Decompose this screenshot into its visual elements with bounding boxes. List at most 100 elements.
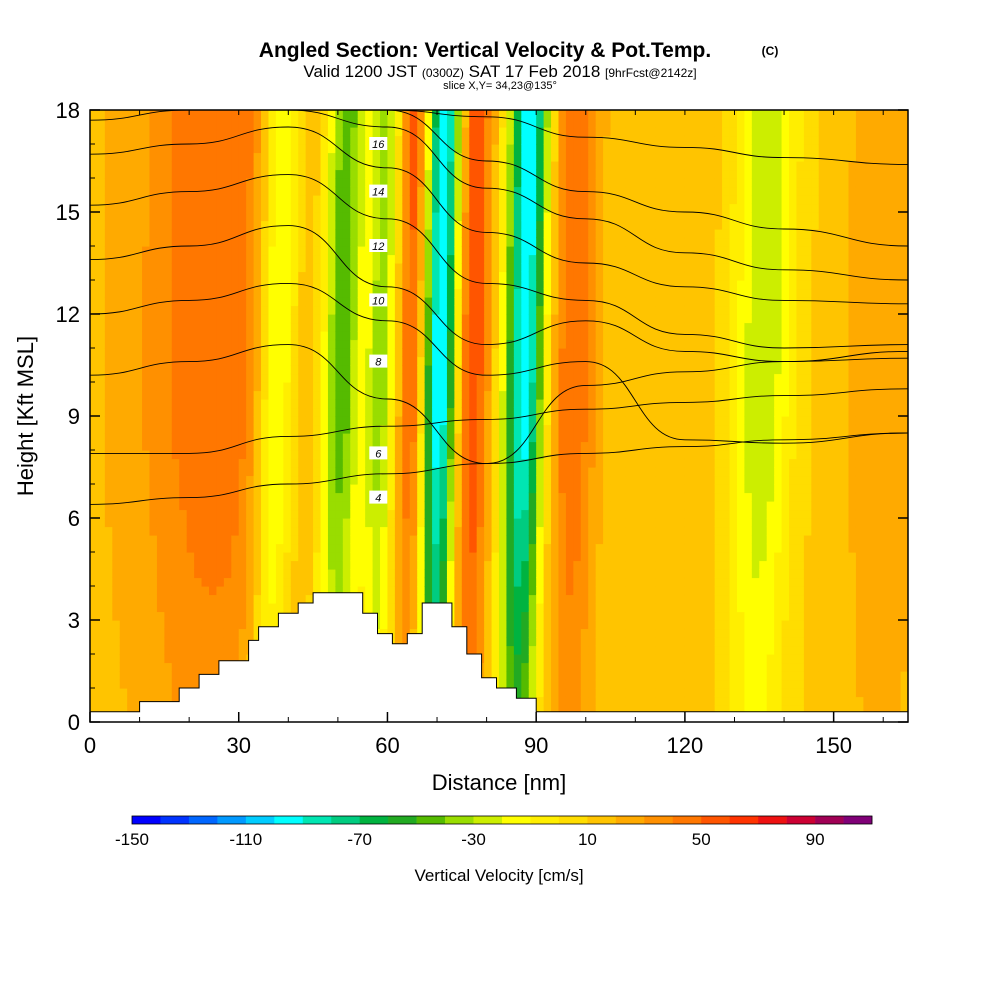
- velocity-cell: [551, 424, 560, 434]
- velocity-cell: [253, 135, 262, 145]
- velocity-cell: [327, 492, 336, 502]
- velocity-cell: [387, 297, 396, 307]
- velocity-cell: [499, 127, 508, 137]
- velocity-cell: [439, 501, 448, 511]
- velocity-cell: [127, 679, 136, 689]
- velocity-cell: [439, 467, 448, 477]
- velocity-cell: [595, 254, 604, 264]
- velocity-cell: [327, 288, 336, 298]
- velocity-cell: [268, 526, 277, 536]
- velocity-cell: [513, 416, 522, 426]
- velocity-cell: [238, 492, 247, 502]
- velocity-cell: [417, 458, 426, 468]
- velocity-cell: [238, 569, 247, 579]
- velocity-cell: [246, 586, 255, 596]
- velocity-cell: [90, 169, 99, 179]
- velocity-cell: [469, 229, 478, 239]
- velocity-cell: [573, 356, 582, 366]
- velocity-cell: [216, 407, 225, 417]
- velocity-cell: [446, 348, 455, 358]
- velocity-cell: [261, 161, 270, 171]
- velocity-cell: [290, 135, 299, 145]
- velocity-cell: [506, 203, 515, 213]
- velocity-cell: [499, 492, 508, 502]
- velocity-cell: [97, 186, 106, 196]
- velocity-cell: [327, 220, 336, 230]
- velocity-cell: [521, 611, 530, 621]
- velocity-cell: [543, 254, 552, 264]
- velocity-cell: [499, 314, 508, 324]
- velocity-cell: [394, 288, 403, 298]
- velocity-cell: [231, 127, 240, 137]
- velocity-cell: [409, 297, 418, 307]
- velocity-cell: [454, 407, 463, 417]
- velocity-cell: [499, 450, 508, 460]
- velocity-cell: [513, 407, 522, 417]
- velocity-cell: [90, 628, 99, 638]
- velocity-cell: [499, 645, 508, 655]
- velocity-cell: [506, 331, 515, 341]
- velocity-cell: [372, 407, 381, 417]
- velocity-cell: [484, 458, 493, 468]
- velocity-cell: [595, 475, 604, 485]
- velocity-cell: [491, 373, 500, 383]
- velocity-cell: [521, 662, 530, 672]
- velocity-cell: [305, 169, 314, 179]
- velocity-cell: [201, 416, 210, 426]
- velocity-cell: [186, 433, 195, 443]
- velocity-cell: [558, 416, 567, 426]
- velocity-cell: [156, 450, 165, 460]
- velocity-cell: [327, 152, 336, 162]
- velocity-cell: [491, 509, 500, 519]
- velocity-cell: [253, 433, 262, 443]
- velocity-cell: [164, 169, 173, 179]
- velocity-cell: [402, 543, 411, 553]
- velocity-cell: [208, 169, 218, 179]
- velocity-cell: [97, 280, 106, 290]
- velocity-cell: [142, 688, 151, 698]
- velocity-cell: [253, 271, 262, 281]
- velocity-cell: [484, 518, 493, 528]
- velocity-cell: [208, 603, 218, 613]
- velocity-cell: [357, 280, 366, 290]
- velocity-cell: [565, 186, 574, 196]
- velocity-cell: [208, 356, 218, 366]
- velocity-cell: [469, 237, 478, 247]
- velocity-cell: [484, 569, 493, 579]
- velocity-cell: [305, 118, 314, 128]
- velocity-cell: [387, 458, 396, 468]
- velocity-cell: [261, 135, 270, 145]
- velocity-cell: [573, 127, 582, 137]
- velocity-cell: [595, 705, 604, 715]
- velocity-cell: [446, 331, 455, 341]
- velocity-cell: [558, 543, 567, 553]
- velocity-cell: [119, 152, 128, 162]
- velocity-cell: [112, 203, 121, 213]
- velocity-cell: [439, 492, 448, 502]
- velocity-cell: [573, 322, 582, 332]
- velocity-cell: [201, 144, 210, 154]
- velocity-cell: [387, 212, 396, 222]
- velocity-cell: [417, 433, 426, 443]
- velocity-cell: [97, 688, 106, 698]
- velocity-cell: [558, 348, 567, 358]
- velocity-cell: [573, 645, 582, 655]
- velocity-cell: [268, 288, 277, 298]
- velocity-cell: [372, 603, 381, 613]
- velocity-cell: [551, 662, 560, 672]
- velocity-cell: [409, 484, 418, 494]
- velocity-cell: [573, 654, 582, 664]
- velocity-cell: [327, 543, 336, 553]
- velocity-cell: [342, 577, 351, 587]
- velocity-cell: [528, 373, 537, 383]
- velocity-cell: [536, 688, 545, 698]
- velocity-cell: [97, 671, 106, 681]
- velocity-cell: [186, 305, 195, 315]
- velocity-cell: [223, 637, 232, 647]
- velocity-cell: [394, 305, 403, 315]
- velocity-cell: [186, 339, 195, 349]
- velocity-cell: [261, 127, 270, 137]
- velocity-cell: [231, 382, 240, 392]
- velocity-cell: [112, 654, 121, 664]
- velocity-cell: [194, 365, 203, 375]
